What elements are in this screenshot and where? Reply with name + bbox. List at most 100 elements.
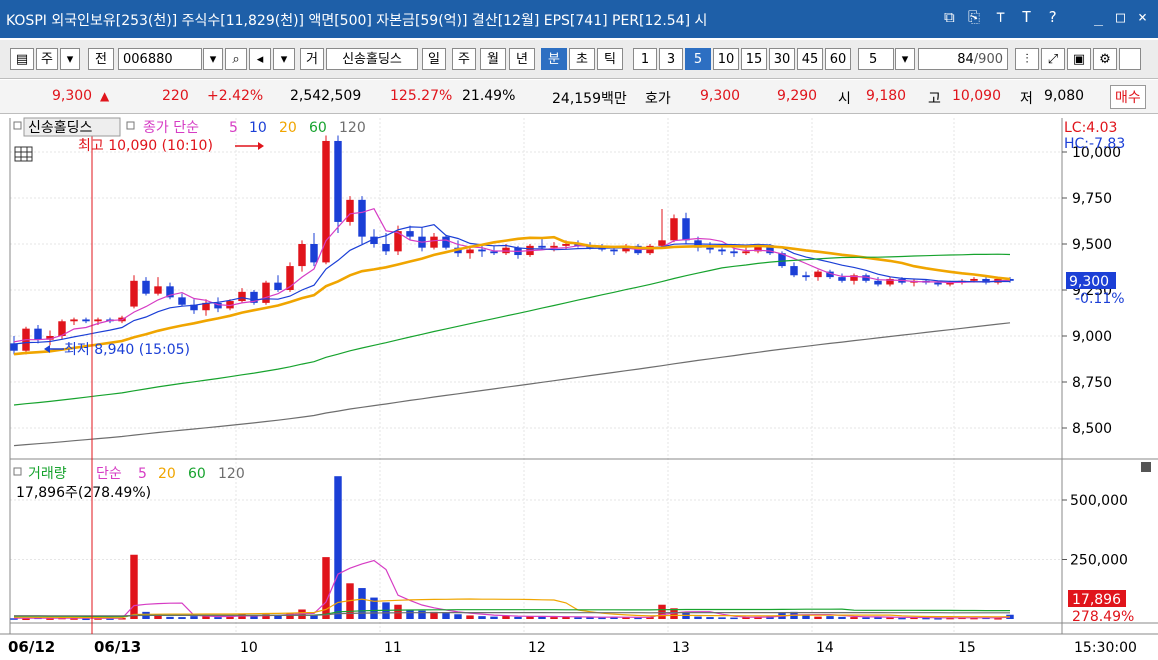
candle-icon[interactable]: ⫶ <box>1015 48 1039 70</box>
low-note: 최저 8,940 (15:05) <box>64 342 190 358</box>
volume-bar <box>634 617 642 620</box>
gear-icon[interactable]: ⚙ <box>1093 48 1117 70</box>
search-icon[interactable]: ⌕ <box>225 48 247 70</box>
clone-icon[interactable]: ⎘ <box>968 8 981 26</box>
volume-bar <box>670 608 678 619</box>
period-minute[interactable]: 분 <box>541 48 567 70</box>
volume-bar <box>262 614 270 619</box>
layout-icon[interactable]: ▤ <box>10 48 34 70</box>
volume-bar <box>442 613 450 619</box>
volume-bar <box>130 554 138 619</box>
candle-body <box>334 140 342 222</box>
maximize-icon[interactable]: □ <box>1116 8 1126 26</box>
interval-15[interactable]: 15 <box>741 48 767 70</box>
volume-current-value: 17,896 <box>1072 592 1121 608</box>
price-ma-10: 10 <box>249 120 267 136</box>
sound-dropdown-icon[interactable]: ▾ <box>273 48 295 70</box>
type-button[interactable]: 거 <box>300 48 324 70</box>
period-month[interactable]: 월 <box>480 48 506 70</box>
candle-body <box>70 319 78 322</box>
volume-bar <box>370 597 378 619</box>
ma-toggle-icon[interactable] <box>126 121 135 130</box>
font-icon[interactable]: T <box>1022 8 1032 26</box>
checkbox-icon[interactable] <box>1119 48 1141 70</box>
sound-icon[interactable]: ◂ <box>249 48 271 70</box>
volume-bar <box>226 616 234 619</box>
interval-dropdown-icon[interactable]: ▾ <box>895 48 915 70</box>
high-value: 10,090 <box>952 88 1001 104</box>
price-legend-prefix: 종가 단순 <box>143 120 199 136</box>
compare-icon[interactable]: ⤢ <box>1041 48 1065 70</box>
period-year[interactable]: 년 <box>509 48 535 70</box>
count-input[interactable]: 84/900 <box>918 48 1008 70</box>
volume-bar <box>190 616 198 619</box>
chart-svg: 8,5008,7509,0009,2509,5009,75010,000250,… <box>0 114 1158 656</box>
interval-5[interactable]: 5 <box>685 48 711 70</box>
candle-body <box>982 278 990 283</box>
volume-ma-20: 20 <box>158 466 176 482</box>
amount-value: 24,159백만 <box>552 91 627 107</box>
volume-toggle-icon[interactable] <box>13 467 22 476</box>
volume-ma-5: 5 <box>138 466 147 482</box>
help-icon[interactable]: ? <box>1048 8 1058 26</box>
volume-bar <box>874 616 882 619</box>
current-price-tag <box>1066 272 1116 289</box>
chart-area: 8,500 8,750 9,000 9,250 9,500 9,750 10,000 250,… <box>0 114 1158 656</box>
candle-body <box>166 286 174 298</box>
volume-bar <box>754 616 762 619</box>
volume-bar <box>706 617 714 619</box>
period-tick[interactable]: 틱 <box>597 48 623 70</box>
minimize-icon[interactable]: _ <box>1094 8 1104 26</box>
panel-toggle-icon[interactable] <box>13 121 22 130</box>
volume-bar <box>274 615 282 619</box>
code-input[interactable]: 006880 <box>118 48 202 70</box>
save-icon[interactable]: ▣ <box>1067 48 1091 70</box>
market-dropdown-icon[interactable]: ▾ <box>60 48 80 70</box>
period-week[interactable]: 주 <box>452 48 476 70</box>
expand-panel-icon[interactable] <box>1141 462 1151 472</box>
volume-bar <box>838 616 846 619</box>
volume-bar <box>310 614 318 619</box>
volume-bar <box>970 617 978 620</box>
candle-body <box>478 249 486 252</box>
restore-icon[interactable]: ⧉ <box>944 8 955 26</box>
candle-body <box>766 245 774 254</box>
interval-3[interactable]: 3 <box>659 48 683 70</box>
interval-combo[interactable]: 5 <box>858 48 894 70</box>
all-button[interactable]: 전 <box>88 48 114 70</box>
candle-body <box>706 247 714 250</box>
price-panel-name[interactable]: 신송홀딩스 <box>28 120 93 136</box>
table-icon[interactable] <box>14 146 33 162</box>
candle-body <box>274 282 282 290</box>
price-tick-label: 8,500 <box>1072 421 1112 437</box>
market-button[interactable]: 주 <box>36 48 58 70</box>
volume-bar <box>22 618 30 621</box>
volume-bar <box>70 618 78 620</box>
code-dropdown-icon[interactable]: ▾ <box>203 48 223 70</box>
interval-60[interactable]: 60 <box>825 48 851 70</box>
candle-body <box>370 236 378 244</box>
candle-body <box>382 244 390 252</box>
candle-body <box>226 301 234 309</box>
volume-bar <box>814 616 822 619</box>
volume-ratio: 125.27% <box>390 88 453 104</box>
candle-body <box>190 304 198 311</box>
pin-icon[interactable]: ⊤ <box>996 8 1006 26</box>
candle-body <box>466 249 474 254</box>
volume-bar <box>502 615 510 619</box>
price-tick-label: 8,750 <box>1072 375 1112 391</box>
interval-30[interactable]: 30 <box>769 48 795 70</box>
close-icon[interactable]: × <box>1138 8 1148 26</box>
candle-body <box>538 245 546 248</box>
interval-1[interactable]: 1 <box>633 48 657 70</box>
period-second[interactable]: 초 <box>569 48 595 70</box>
buy-button[interactable]: 매수 <box>1110 85 1146 109</box>
volume-bar <box>886 617 894 620</box>
count-value: 84 <box>957 52 974 67</box>
volume-bar <box>10 618 18 620</box>
turnover-value: 21.49% <box>462 88 516 104</box>
candle-body <box>682 218 690 241</box>
interval-10[interactable]: 10 <box>713 48 739 70</box>
period-day[interactable]: 일 <box>422 48 446 70</box>
interval-45[interactable]: 45 <box>797 48 823 70</box>
